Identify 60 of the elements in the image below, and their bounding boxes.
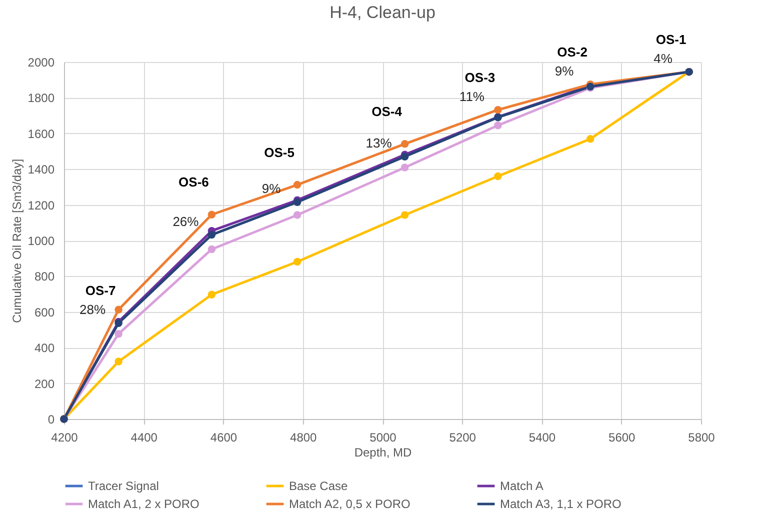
- annotation: OS-6: [178, 174, 209, 190]
- point: [293, 180, 302, 189]
- annotation: 11%: [459, 88, 485, 104]
- legend-label: Match A2, 0,5 x PORO: [289, 497, 410, 511]
- point: [400, 164, 409, 172]
- annotation: 28%: [80, 302, 106, 318]
- annotation: 9%: [262, 181, 282, 196]
- point: [208, 290, 216, 298]
- annotation: OS-5: [264, 144, 294, 160]
- legend-label: Match A3, 1,1 x PORO: [500, 497, 622, 511]
- y-axis-title: Cumulative Oil Rate [Sm3/day]: [10, 158, 24, 324]
- x-tick-label: 5200: [449, 430, 476, 444]
- legend-label: Match A: [500, 479, 544, 493]
- annotation: OS-1: [656, 32, 686, 47]
- point: [293, 211, 302, 219]
- y-tick-label: 1800: [28, 91, 55, 106]
- point: [208, 210, 216, 218]
- annotation: OS-7: [85, 283, 116, 298]
- point: [400, 140, 409, 148]
- y-tick-label: 0: [48, 412, 55, 426]
- point: [586, 135, 594, 143]
- annotation: 26%: [172, 214, 200, 229]
- y-tick-label: 1400: [28, 162, 55, 177]
- x-tick-label: 4600: [210, 430, 238, 444]
- y-tick-label: 800: [34, 270, 55, 284]
- legend-label: Tracer Signal: [88, 479, 159, 493]
- y-tick-label: 1200: [28, 198, 55, 212]
- point: [114, 306, 122, 314]
- x-tick-label: 5400: [528, 430, 556, 444]
- annotation: 9%: [554, 63, 574, 78]
- x-tick-label: 4800: [290, 430, 318, 444]
- x-tick-label: 4200: [51, 430, 78, 444]
- y-tick-label: 400: [34, 341, 55, 356]
- point: [400, 211, 409, 219]
- point: [114, 358, 122, 366]
- x-tick-label: 5000: [370, 430, 397, 444]
- x-tick-label: 5600: [608, 430, 636, 444]
- annotation: OS-3: [464, 70, 496, 85]
- y-tick-label: 2000: [28, 56, 55, 70]
- annotation: 4%: [654, 50, 673, 66]
- y-tick-label: 1600: [28, 126, 55, 141]
- y-tick-label: 200: [34, 376, 55, 391]
- annotation: OS-2: [557, 44, 588, 60]
- y-tick-label: 1000: [28, 234, 55, 248]
- legend-label: Match A1, 2 x PORO: [88, 497, 200, 511]
- legend-label: Base Case: [289, 479, 348, 493]
- annotation: OS-4: [372, 104, 403, 119]
- point: [208, 230, 216, 239]
- point: [494, 172, 502, 180]
- y-tick-label: 600: [34, 305, 55, 320]
- x-tick-label: 4400: [130, 430, 158, 444]
- point: [114, 330, 122, 338]
- point: [494, 122, 502, 130]
- point: [208, 245, 216, 254]
- x-axis-title: Depth, MD: [354, 446, 412, 460]
- x-tick-label: 5800: [688, 430, 716, 444]
- point: [293, 258, 302, 266]
- point: [494, 106, 502, 114]
- annotation: 13%: [366, 136, 392, 151]
- chart-title: H-4, Clean-up: [330, 2, 436, 22]
